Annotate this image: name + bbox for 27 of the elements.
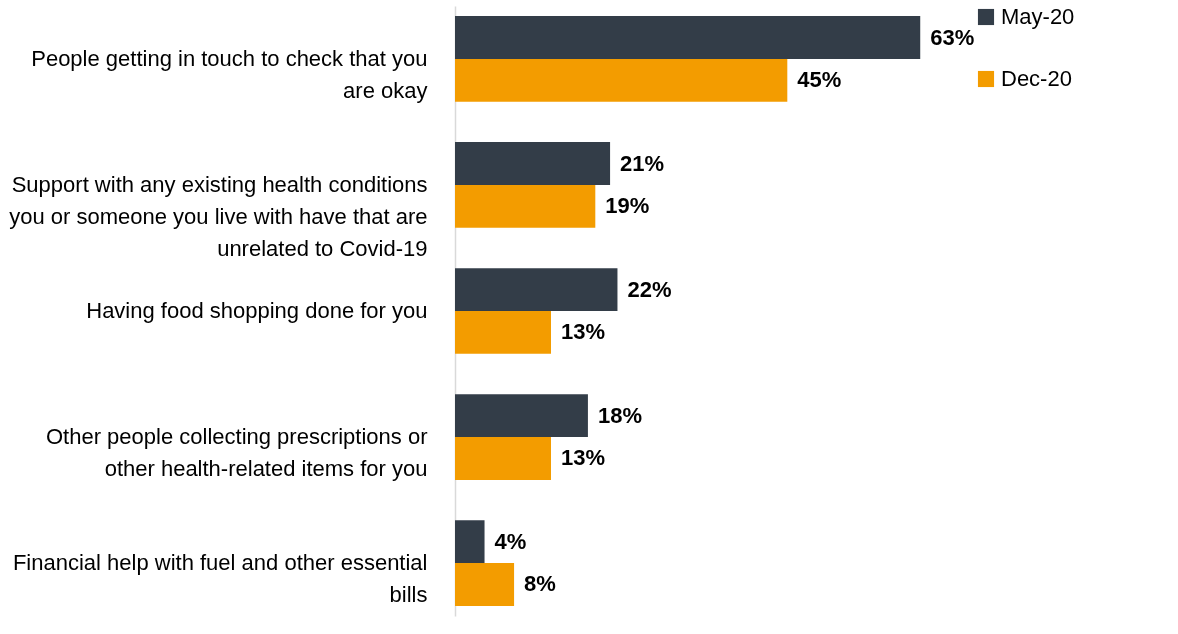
bar <box>455 142 611 185</box>
y-tick-label: Financial help with fuel and other essential bills <box>12 550 428 608</box>
bar <box>455 520 485 564</box>
bar <box>455 563 515 606</box>
legend-label: May-20 <box>1001 4 1075 29</box>
data-label: 63% <box>930 24 975 50</box>
bar <box>455 58 788 102</box>
data-label: 45% <box>797 67 842 93</box>
data-label: 4% <box>494 528 527 554</box>
data-label: 13% <box>561 445 606 471</box>
legend-label: Dec-20 <box>1001 66 1072 91</box>
y-tick-label: Having food shopping done for you <box>86 298 428 323</box>
bar <box>455 16 921 59</box>
y-tick-label: Support with any existing health conditions you or someone you live with have that are unrelated to Covid-19 <box>9 171 428 261</box>
data-label: 13% <box>561 319 606 345</box>
data-label: 18% <box>597 402 642 428</box>
data-label: 22% <box>627 276 672 302</box>
data-label: 21% <box>620 150 665 176</box>
y-tick-label: People getting in touch to check that you are okay <box>31 45 428 103</box>
bar <box>455 311 551 354</box>
data-label: 8% <box>524 571 556 597</box>
bar <box>455 184 596 228</box>
y-tick-label: Other people collecting prescriptions or other health-related items for you <box>45 424 428 482</box>
bar <box>455 268 618 311</box>
bar <box>455 437 551 480</box>
bar <box>455 394 588 438</box>
data-label: 19% <box>605 193 650 219</box>
